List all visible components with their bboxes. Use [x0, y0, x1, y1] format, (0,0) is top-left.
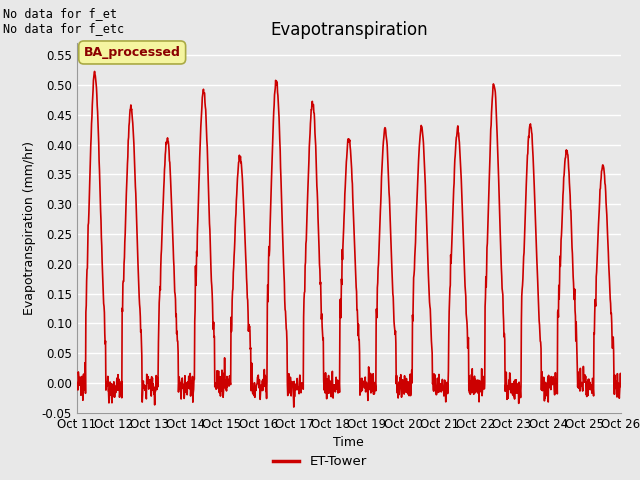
Legend: ET-Tower: ET-Tower: [268, 450, 372, 473]
Y-axis label: Evapotranspiration (mm/hr): Evapotranspiration (mm/hr): [23, 141, 36, 315]
Title: Evapotranspiration: Evapotranspiration: [270, 21, 428, 39]
Text: BA_processed: BA_processed: [84, 46, 180, 59]
Text: No data for f_et
No data for f_etc: No data for f_et No data for f_etc: [3, 7, 124, 35]
X-axis label: Time: Time: [333, 436, 364, 449]
